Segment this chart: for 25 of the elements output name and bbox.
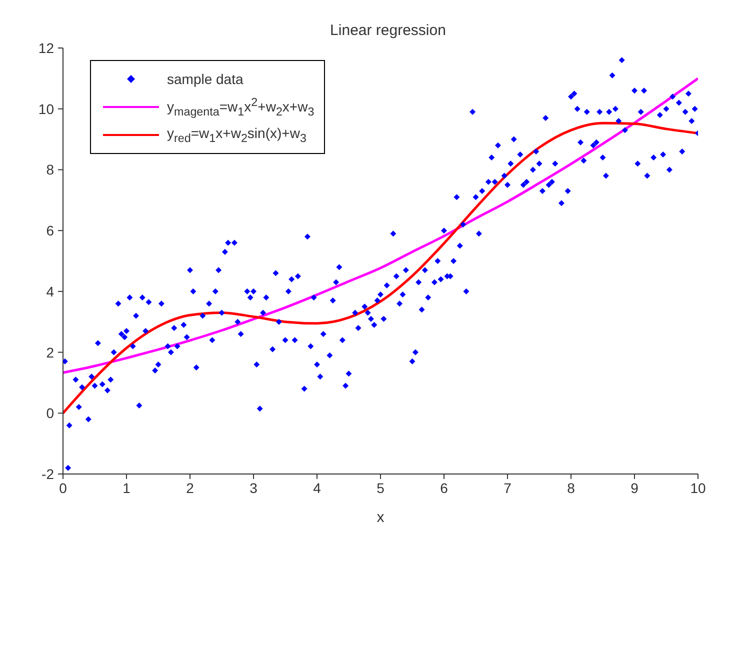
legend-label: sample data (167, 71, 244, 87)
x-tick-label: 5 (376, 480, 385, 496)
y-tick-label: 2 (46, 344, 54, 360)
x-axis-title: x (376, 509, 385, 526)
line-series (63, 122, 698, 414)
y-tick-label: 12 (38, 40, 54, 56)
y-tick-label: -2 (42, 466, 54, 482)
x-tick-label: 4 (313, 480, 322, 496)
y-tick-label: 8 (46, 162, 54, 178)
x-tick-label: 0 (59, 480, 68, 496)
text: y$_{magenta}$=w$_{1}$x$^{2}$+w$_{2}$x+w$_{3}$ (167, 96, 314, 118)
x-tick-label: 6 (440, 480, 448, 496)
y-tick-label: 10 (38, 100, 54, 117)
x-tick-label: 8 (567, 480, 576, 496)
x-tick-label: 9 (630, 480, 639, 496)
y-tick-label: 0 (46, 405, 54, 422)
chart-title: Linear regression (329, 22, 447, 39)
x-tick-label: 7 (504, 480, 512, 496)
x-tick-label: 2 (186, 480, 194, 496)
x-tick-label: 10 (690, 480, 706, 496)
y-tick-label: 6 (46, 222, 54, 239)
legend-label: y$_{red}$=w$_{1}$x+w$_{2}$sin(x)+w$_{3}$ (167, 125, 306, 145)
y-tick-label: 4 (46, 283, 54, 300)
x-tick-label: 1 (122, 480, 131, 496)
x-tick-label: 3 (250, 480, 258, 496)
